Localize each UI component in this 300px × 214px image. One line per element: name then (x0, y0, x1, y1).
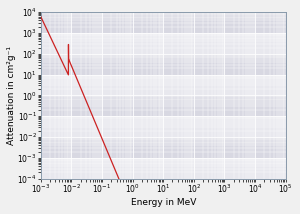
Bar (41, 33, 286, 54)
Bar (41, 12, 286, 33)
X-axis label: Energy in MeV: Energy in MeV (130, 198, 196, 207)
Bar (41, 137, 286, 158)
Bar (41, 54, 286, 75)
Bar (41, 116, 286, 137)
Y-axis label: Attenuation in cm²g⁻¹: Attenuation in cm²g⁻¹ (7, 46, 16, 145)
Bar (41, 75, 286, 95)
Bar (41, 158, 286, 179)
Bar (41, 95, 286, 116)
